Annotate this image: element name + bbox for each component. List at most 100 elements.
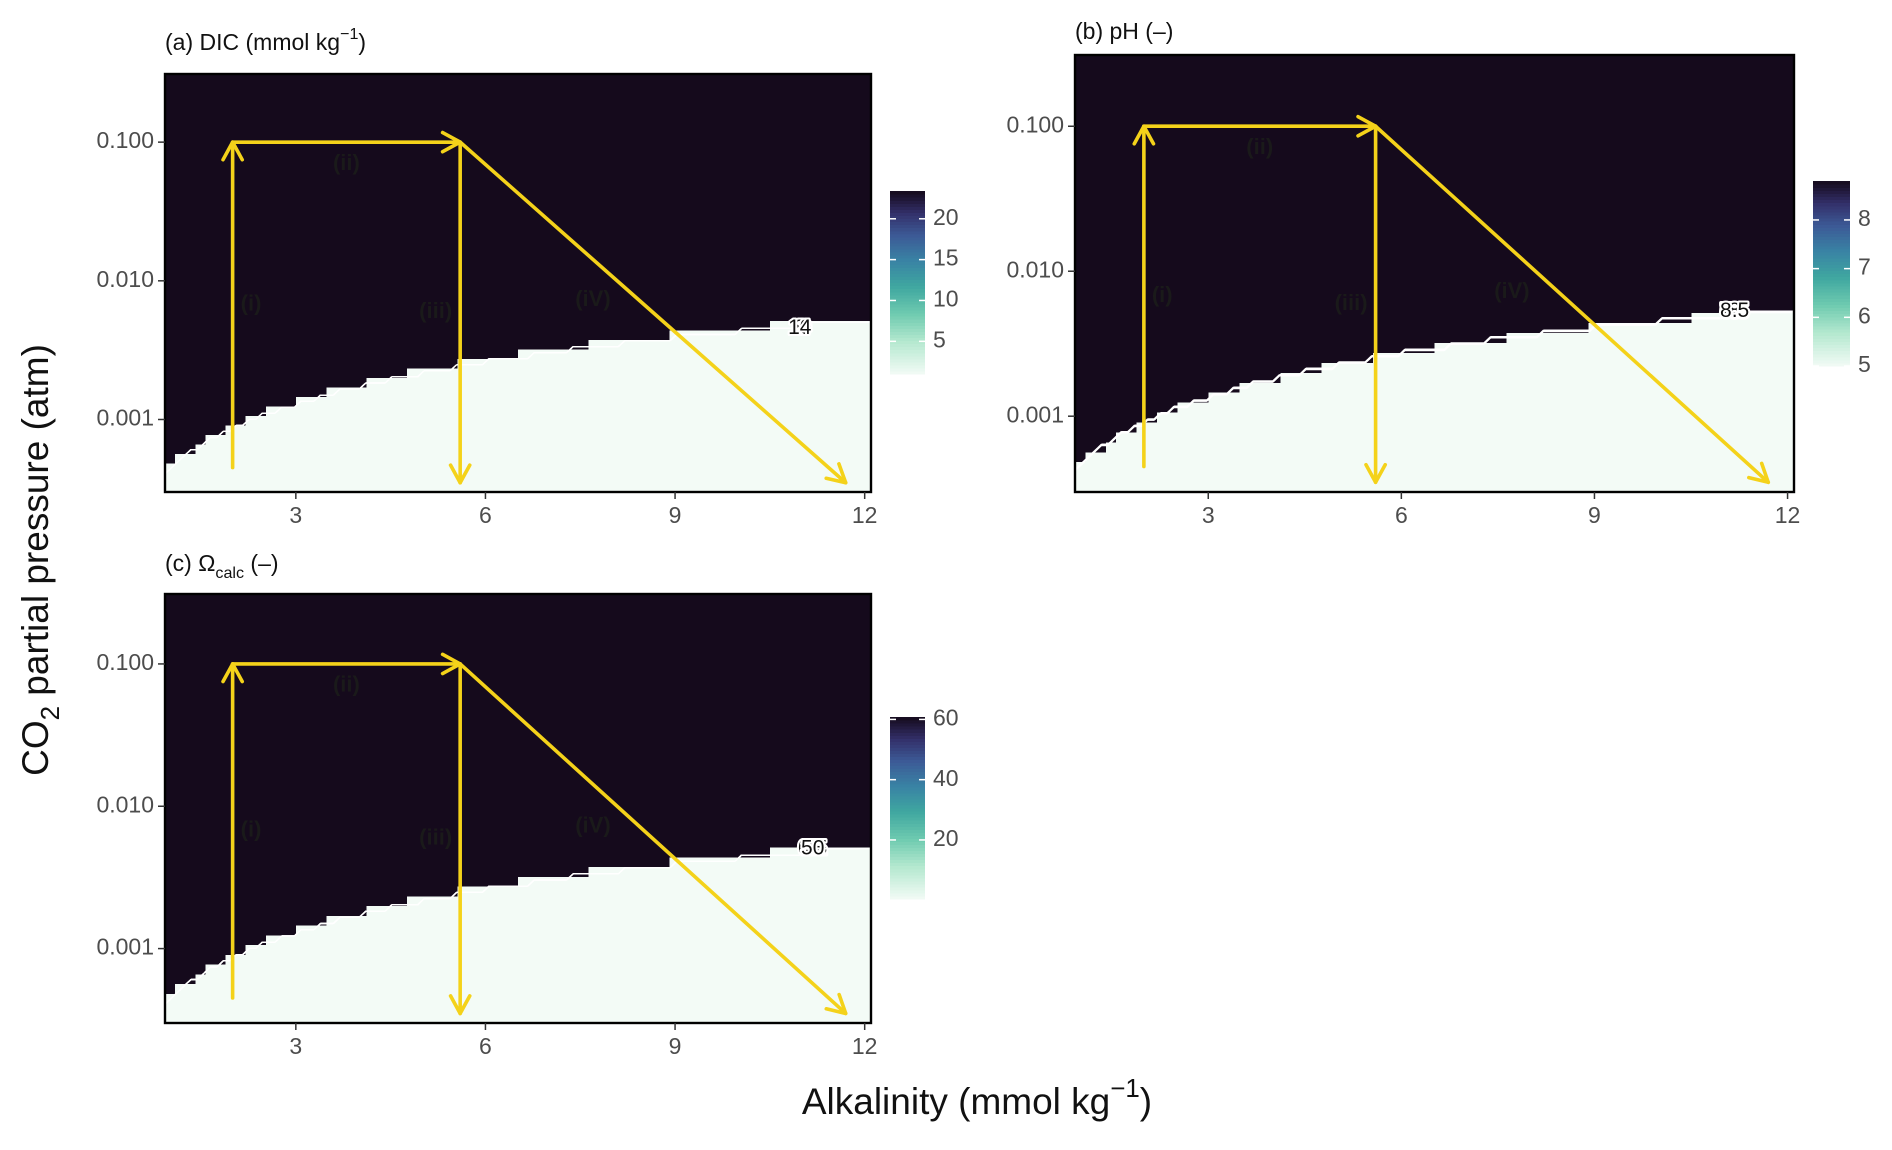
heatmap-cell [296,463,307,474]
heatmap-cell [618,444,630,455]
heatmap-cell [296,121,307,132]
heatmap-cell [306,397,317,408]
heatmap-cell [1259,243,1271,255]
heatmap-cell [507,74,519,85]
heatmap-cell [356,292,368,303]
heatmap-cell [1372,243,1384,255]
heatmap-cell [1681,134,1692,146]
heatmap-cell [538,378,549,389]
heatmap-cell [245,197,257,208]
heatmap-cell [1311,84,1323,96]
heatmap-cell [618,302,630,313]
heatmap-cell [447,473,459,484]
heatmap-cell [1239,243,1251,255]
heatmap-cell [760,254,771,265]
heatmap-cell [1198,233,1210,245]
heatmap-cell [719,463,731,474]
heatmap-cell [1187,154,1199,165]
heatmap-cell [518,235,529,246]
heatmap-cell [860,102,872,113]
heatmap-cell [1609,273,1621,285]
heatmap-cell [568,406,580,417]
heatmap-cell [1157,273,1169,285]
heatmap-cell [275,235,287,246]
heatmap-cell [679,112,691,123]
heatmap-cell [669,112,681,123]
heatmap-cell [1187,213,1199,225]
heatmap-cell [1187,303,1199,314]
heatmap-cell [296,368,307,379]
heatmap-cell [417,93,428,104]
heatmap-cell [165,349,176,360]
heatmap-cell [578,140,590,151]
heatmap-cell [507,435,519,446]
heatmap-cell [669,226,681,237]
heatmap-cell [1331,74,1343,86]
heatmap-cell [800,254,812,265]
colorbar-cell [890,364,925,369]
heatmap-cell [1691,94,1703,106]
heatmap-cell [165,378,176,389]
heatmap-cell [1465,243,1477,255]
heatmap-cell [1547,263,1559,275]
heatmap-cell [810,178,822,189]
heatmap-cell [709,121,721,132]
heatmap-cell [1732,84,1744,96]
heatmap-cell [286,245,297,256]
heatmap-cell [286,406,297,417]
heatmap-cell [518,482,529,493]
heatmap-cell [588,378,600,389]
heatmap-cell [376,406,388,417]
heatmap-cell [1783,213,1795,225]
heatmap-cell [719,188,731,199]
heatmap-cell [840,159,852,170]
heatmap-cell [1763,55,1775,66]
heatmap-cell [770,178,781,189]
heatmap-cell [558,397,570,408]
heatmap-cell [1352,55,1364,66]
heatmap-cell [618,254,630,265]
heatmap-cell [185,302,196,313]
heatmap-cell [1321,164,1333,175]
heatmap-cell [1444,134,1456,146]
heatmap-cell [1763,273,1775,285]
heatmap-cell [296,406,307,417]
heatmap-cell [1568,124,1579,136]
heatmap-cell [195,368,207,379]
heatmap-cell [356,159,368,170]
heatmap-cell [215,292,227,303]
heatmap-cell [467,74,479,85]
heatmap-cell [770,83,781,94]
heatmap-cell [1516,104,1528,116]
heatmap-cell [598,482,610,493]
heatmap-cell [719,283,731,294]
heatmap-cell [1670,273,1682,285]
heatmap-cell [1496,223,1508,235]
heatmap-cell [487,93,499,104]
heatmap-cell [528,207,539,218]
heatmap-cell [1321,253,1333,265]
heatmap-cell [608,140,620,151]
heatmap-cell [427,302,439,313]
heatmap-cell [1116,144,1128,156]
heatmap-cell [275,93,287,104]
heatmap-cell [1116,184,1128,195]
heatmap-cell [265,416,277,427]
heatmap-cell [316,368,328,379]
heatmap-cell [618,473,630,484]
heatmap-cell [729,416,741,427]
heatmap-cell [386,340,398,351]
heatmap-cell [1752,164,1764,175]
heatmap-cell [1742,114,1754,126]
heatmap-cell [1177,94,1189,106]
heatmap-cell [1722,144,1734,156]
heatmap-cell [1516,223,1528,235]
heatmap-cell [316,454,328,465]
heatmap-cell [699,397,711,408]
heatmap-cell [699,93,711,104]
heatmap-cell [255,207,267,218]
heatmap-cell [215,178,227,189]
heatmap-cell [205,188,217,199]
heatmap-cell [739,368,751,379]
heatmap-cell [1557,203,1569,215]
